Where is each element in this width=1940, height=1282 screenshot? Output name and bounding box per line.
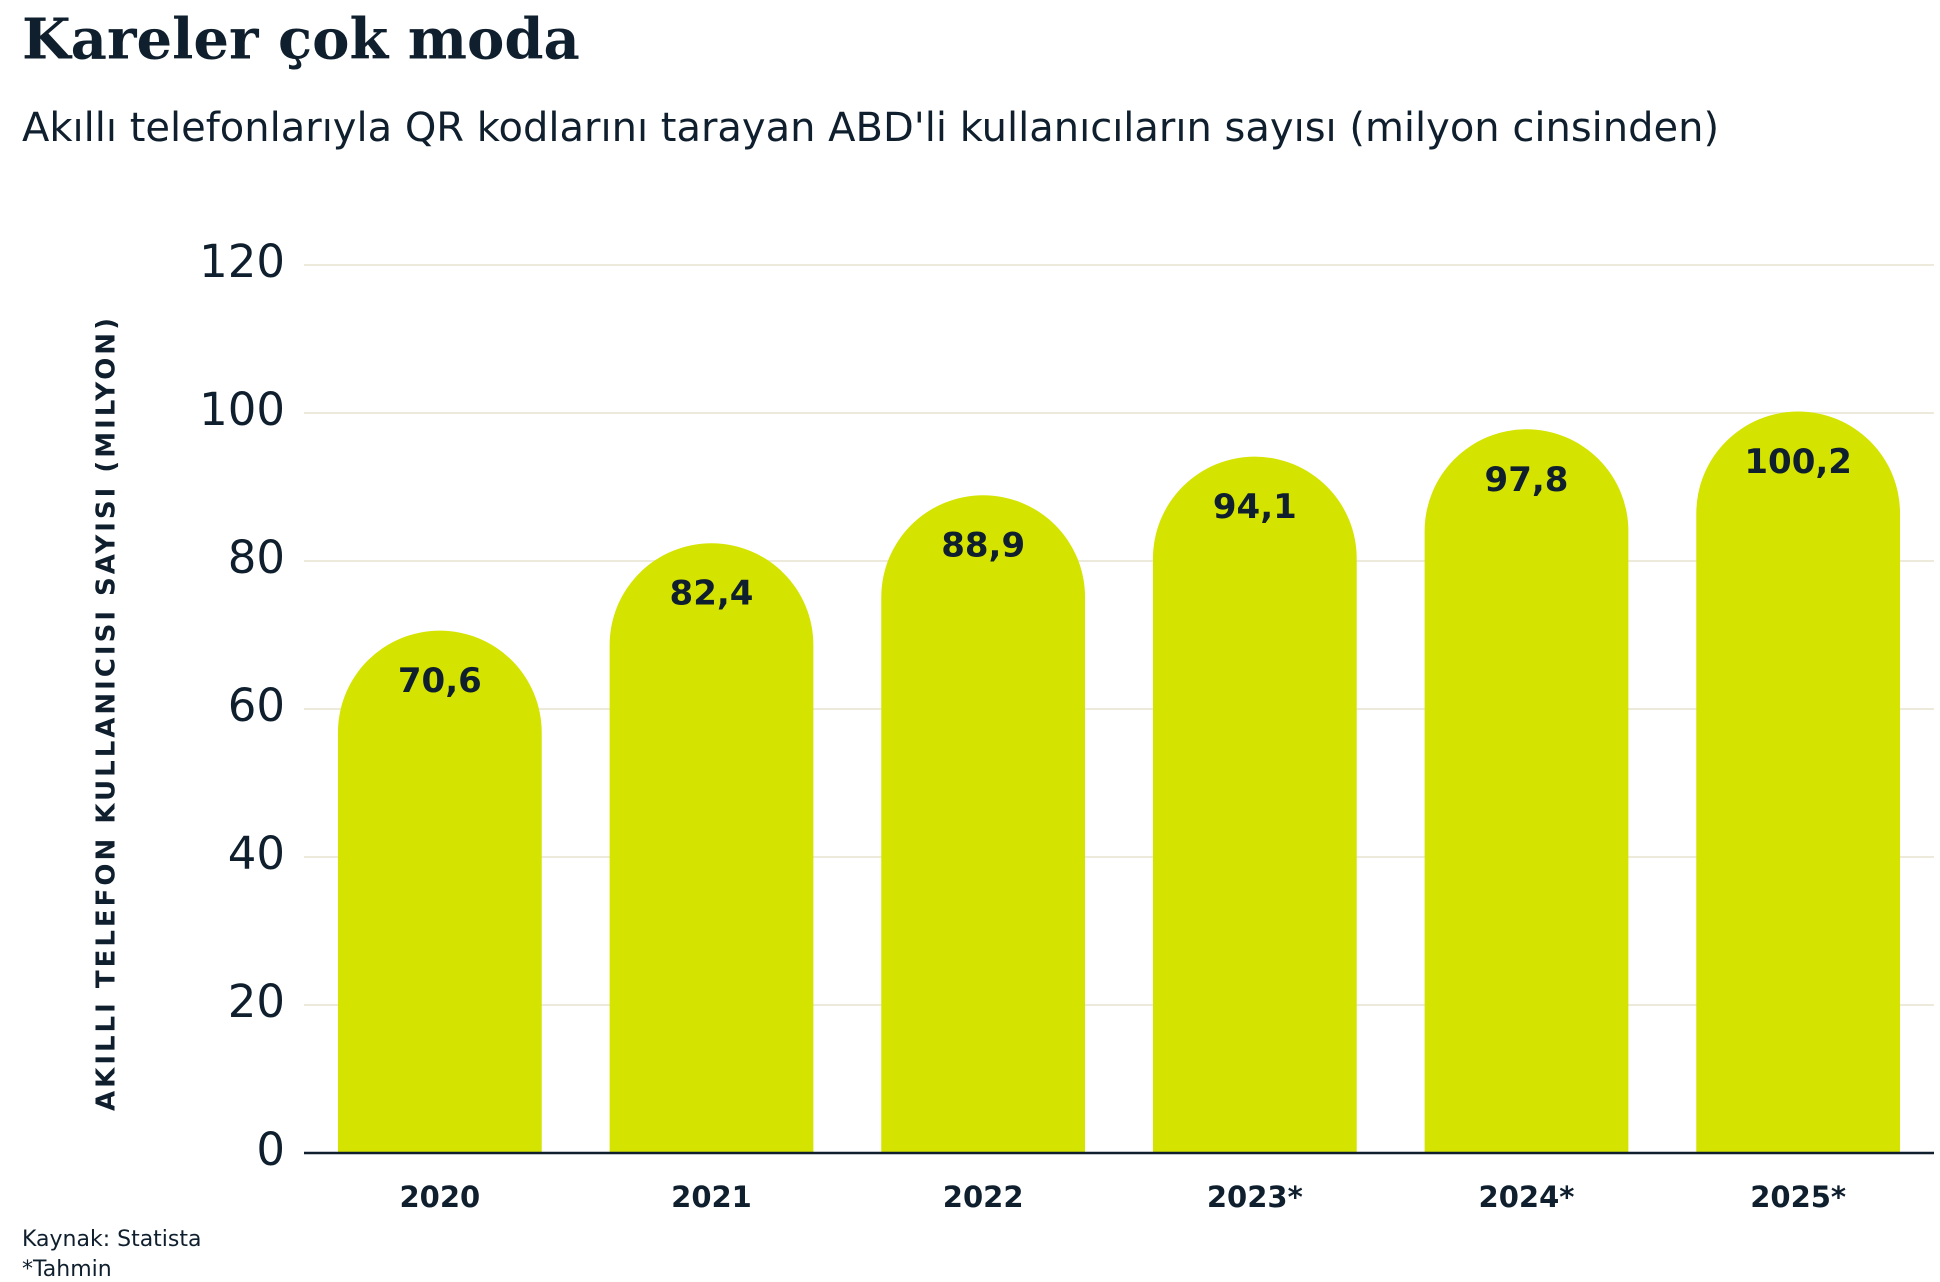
value-label: 97,8 <box>1485 460 1569 500</box>
y-tick-label: 0 <box>256 1123 285 1176</box>
chart-title: Kareler çok moda <box>22 7 580 73</box>
x-tick-label: 2020 <box>399 1180 480 1214</box>
bar <box>1152 456 1357 1153</box>
value-label: 88,9 <box>941 526 1025 566</box>
bar <box>337 630 542 1153</box>
bar <box>1696 411 1901 1153</box>
x-tick-label: 2024* <box>1479 1180 1575 1214</box>
y-tick-label: 80 <box>228 531 285 584</box>
chart-subtitle: Akıllı telefonlarıyla QR kodlarını taray… <box>22 105 1719 151</box>
y-tick-label: 40 <box>228 827 285 880</box>
bar <box>881 495 1086 1153</box>
x-tick-label: 2023* <box>1207 1180 1303 1214</box>
source: Kaynak: Statista <box>22 1227 202 1252</box>
value-label: 94,1 <box>1213 487 1297 527</box>
x-tick-label: 2025* <box>1750 1180 1846 1214</box>
bar <box>609 543 814 1153</box>
y-tick-label: 120 <box>199 235 285 288</box>
x-tick-label: 2022 <box>943 1180 1024 1214</box>
value-label: 82,4 <box>670 574 754 614</box>
y-tick-label: 20 <box>228 975 285 1028</box>
value-label: 100,2 <box>1744 442 1852 482</box>
y-tick-label: 100 <box>199 383 285 436</box>
x-tick-label: 2021 <box>671 1180 752 1214</box>
note: *Tahmin <box>22 1257 112 1282</box>
y-tick-label: 60 <box>228 679 285 732</box>
bar <box>1424 429 1629 1153</box>
y-axis-title: AKILLI TELEFON KULLANICISI SAYISI (MILYO… <box>92 315 122 1111</box>
value-label: 70,6 <box>398 661 482 701</box>
